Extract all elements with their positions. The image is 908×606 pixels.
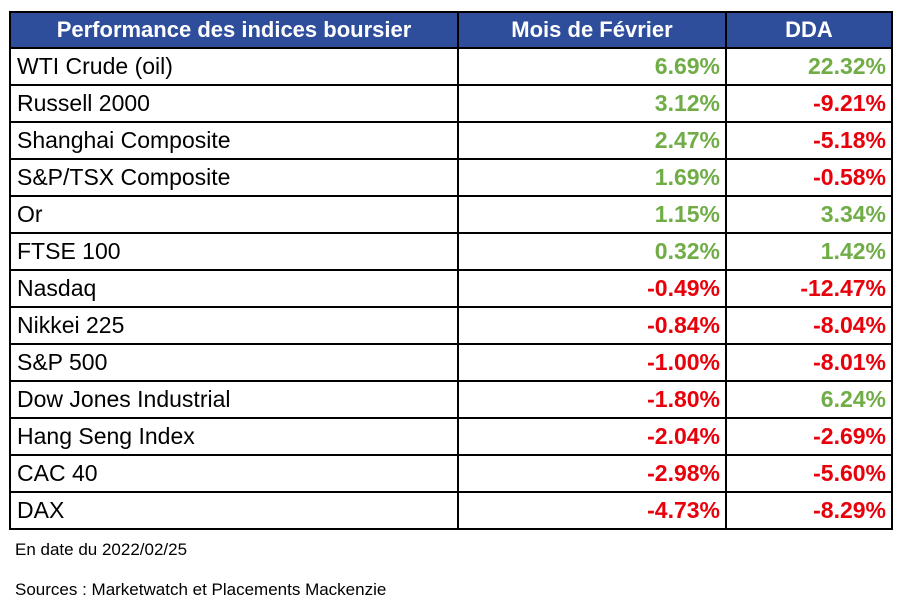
index-name-cell: Dow Jones Industrial	[9, 380, 459, 419]
ytd-change-cell: -8.29%	[725, 491, 893, 530]
month-change-cell: 0.32%	[457, 232, 727, 271]
ytd-change-cell: -0.58%	[725, 158, 893, 197]
as-of-date-note: En date du 2022/02/25	[15, 540, 188, 559]
month-change-cell: -1.80%	[457, 380, 727, 419]
index-name-cell: Russell 2000	[9, 84, 459, 123]
table-row: Russell 2000 3.12% -9.21%	[9, 84, 893, 123]
table-row: WTI Crude (oil) 6.69% 22.32%	[9, 47, 893, 86]
table-row: Nikkei 225 -0.84% -8.04%	[9, 306, 893, 345]
month-change-cell: 3.12%	[457, 84, 727, 123]
month-change-cell: 1.15%	[457, 195, 727, 234]
index-name-cell: CAC 40	[9, 454, 459, 493]
index-name-cell: Nasdaq	[9, 269, 459, 308]
month-change-cell: -0.49%	[457, 269, 727, 308]
table-row: Shanghai Composite 2.47% -5.18%	[9, 121, 893, 160]
month-change-cell: -4.73%	[457, 491, 727, 530]
month-change-cell: 1.69%	[457, 158, 727, 197]
index-name-cell: FTSE 100	[9, 232, 459, 271]
month-change-cell: 6.69%	[457, 47, 727, 86]
table-header: Performance des indices boursier Mois de…	[9, 11, 893, 49]
ytd-change-cell: -9.21%	[725, 84, 893, 123]
index-name-cell: DAX	[9, 491, 459, 530]
month-change-cell: -2.04%	[457, 417, 727, 456]
month-change-cell: -1.00%	[457, 343, 727, 382]
month-change-cell: 2.47%	[457, 121, 727, 160]
ytd-change-cell: -8.01%	[725, 343, 893, 382]
table-row: S&P/TSX Composite 1.69% -0.58%	[9, 158, 893, 197]
ytd-change-cell: 6.24%	[725, 380, 893, 419]
table-row: Dow Jones Industrial -1.80% 6.24%	[9, 380, 893, 419]
ytd-change-cell: -5.60%	[725, 454, 893, 493]
index-name-cell: S&P/TSX Composite	[9, 158, 459, 197]
header-row: Performance des indices boursier Mois de…	[9, 11, 893, 49]
month-change-cell: -2.98%	[457, 454, 727, 493]
ytd-change-cell: 1.42%	[725, 232, 893, 271]
table-row: Nasdaq -0.49% -12.47%	[9, 269, 893, 308]
header-index-name: Performance des indices boursier	[9, 11, 459, 49]
ytd-change-cell: 22.32%	[725, 47, 893, 86]
table-row: Or 1.15% 3.34%	[9, 195, 893, 234]
index-name-cell: Nikkei 225	[9, 306, 459, 345]
index-name-cell: Or	[9, 195, 459, 234]
table-row: Hang Seng Index -2.04% -2.69%	[9, 417, 893, 456]
ytd-change-cell: 3.34%	[725, 195, 893, 234]
table-row: FTSE 100 0.32% 1.42%	[9, 232, 893, 271]
table-body: WTI Crude (oil) 6.69% 22.32% Russell 200…	[9, 47, 893, 530]
ytd-change-cell: -12.47%	[725, 269, 893, 308]
ytd-change-cell: -8.04%	[725, 306, 893, 345]
header-ytd: DDA	[725, 11, 893, 49]
month-change-cell: -0.84%	[457, 306, 727, 345]
index-name-cell: WTI Crude (oil)	[9, 47, 459, 86]
index-name-cell: Shanghai Composite	[9, 121, 459, 160]
table-row: DAX -4.73% -8.29%	[9, 491, 893, 530]
table-row: S&P 500 -1.00% -8.01%	[9, 343, 893, 382]
index-name-cell: S&P 500	[9, 343, 459, 382]
header-month: Mois de Février	[457, 11, 727, 49]
sources-note: Sources : Marketwatch et Placements Mack…	[15, 580, 387, 599]
performance-table: Performance des indices boursier Mois de…	[9, 11, 893, 530]
table-row: CAC 40 -2.98% -5.60%	[9, 454, 893, 493]
ytd-change-cell: -5.18%	[725, 121, 893, 160]
ytd-change-cell: -2.69%	[725, 417, 893, 456]
index-name-cell: Hang Seng Index	[9, 417, 459, 456]
